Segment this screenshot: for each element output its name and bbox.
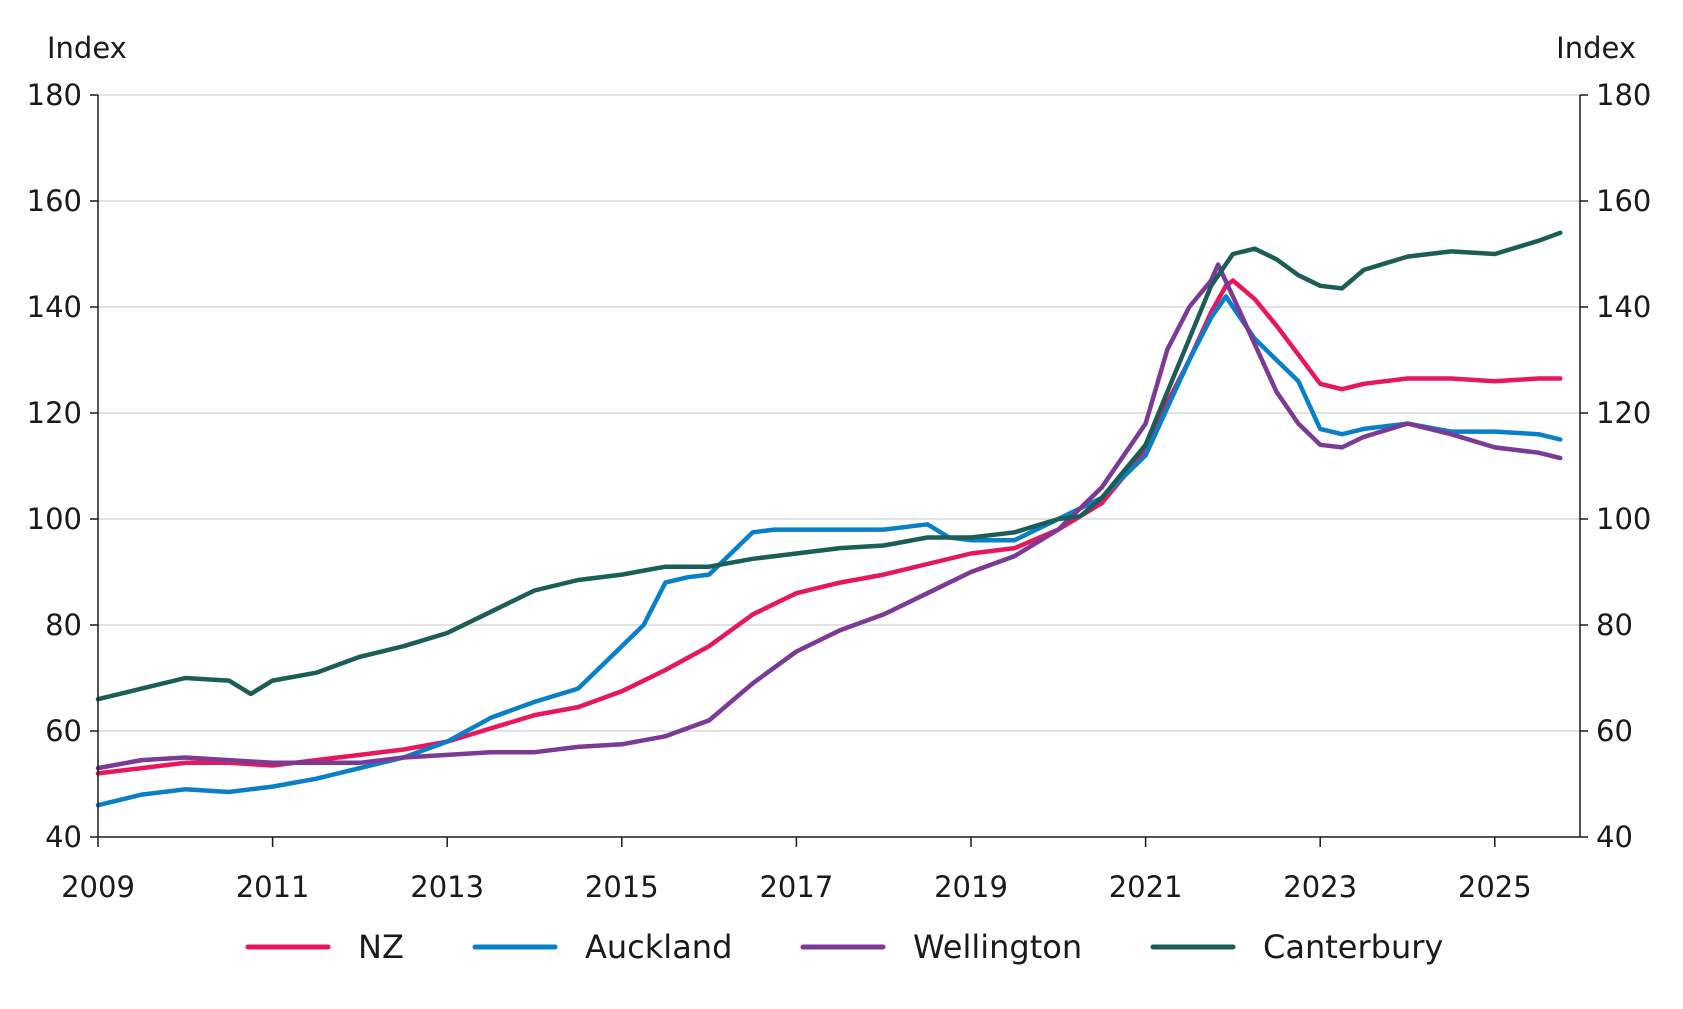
series-lines bbox=[95, 230, 1563, 808]
legend-item-wellington: Wellington bbox=[800, 928, 1082, 966]
legend-item-auckland: Auckland bbox=[472, 928, 732, 966]
legend-label: Auckland bbox=[585, 928, 732, 966]
y-tick-label-right: 140 bbox=[1596, 290, 1651, 324]
y-tick-label-right: 120 bbox=[1596, 396, 1651, 430]
series-line-nz bbox=[95, 278, 1563, 776]
y-tick-label-left: 60 bbox=[45, 714, 82, 748]
x-tick-label: 2023 bbox=[1283, 870, 1357, 904]
x-tick-label: 2025 bbox=[1458, 870, 1532, 904]
x-tick-label: 2019 bbox=[934, 870, 1008, 904]
y-tick-labels: 40 40 60 60 80 80 100 100 120 120 140 140 160 160 180 1… bbox=[27, 78, 1652, 854]
y-axis-right-label: Index bbox=[1556, 31, 1636, 65]
y-tick-label-left: 100 bbox=[27, 502, 82, 536]
x-tick-label: 2013 bbox=[410, 870, 484, 904]
x-tick-label: 2021 bbox=[1109, 870, 1183, 904]
legend: NZ Auckland Wellington Canterbury bbox=[245, 928, 1443, 966]
y-tick-label-right: 100 bbox=[1596, 502, 1651, 536]
y-tick-label-left: 160 bbox=[27, 184, 82, 218]
y-tick-label-right: 40 bbox=[1596, 820, 1633, 854]
legend-item-canterbury: Canterbury bbox=[1150, 928, 1443, 966]
x-tick-label: 2009 bbox=[61, 870, 135, 904]
x-tick-label: 2017 bbox=[759, 870, 833, 904]
y-tick-label-right: 160 bbox=[1596, 184, 1651, 218]
y-tick-label-left: 180 bbox=[27, 78, 82, 112]
legend-label: Wellington bbox=[913, 928, 1082, 966]
y-tick-label-left: 80 bbox=[45, 608, 82, 642]
gridlines bbox=[98, 94, 1580, 732]
legend-item-nz: NZ bbox=[245, 928, 404, 966]
series-line-wellington bbox=[95, 262, 1563, 771]
series-line-canterbury bbox=[95, 230, 1563, 702]
y-tick-label-right: 80 bbox=[1596, 608, 1633, 642]
x-tick-label: 2015 bbox=[585, 870, 659, 904]
x-tick-labels: 2009 2011 2013 2015 2017 2019 2021 2023 2025 bbox=[61, 837, 1532, 904]
axes bbox=[97, 95, 1581, 838]
y-tick-label-right: 180 bbox=[1596, 78, 1651, 112]
y-tick-label-right: 60 bbox=[1596, 714, 1633, 748]
y-tick-label-left: 140 bbox=[27, 290, 82, 324]
series-line-auckland bbox=[95, 294, 1563, 808]
y-axis-left-label: Index bbox=[47, 31, 127, 65]
x-tick-label: 2011 bbox=[236, 870, 310, 904]
legend-label: Canterbury bbox=[1263, 928, 1443, 966]
y-tick-label-left: 120 bbox=[27, 396, 82, 430]
legend-label: NZ bbox=[358, 928, 404, 966]
y-tick-label-left: 40 bbox=[45, 820, 82, 854]
